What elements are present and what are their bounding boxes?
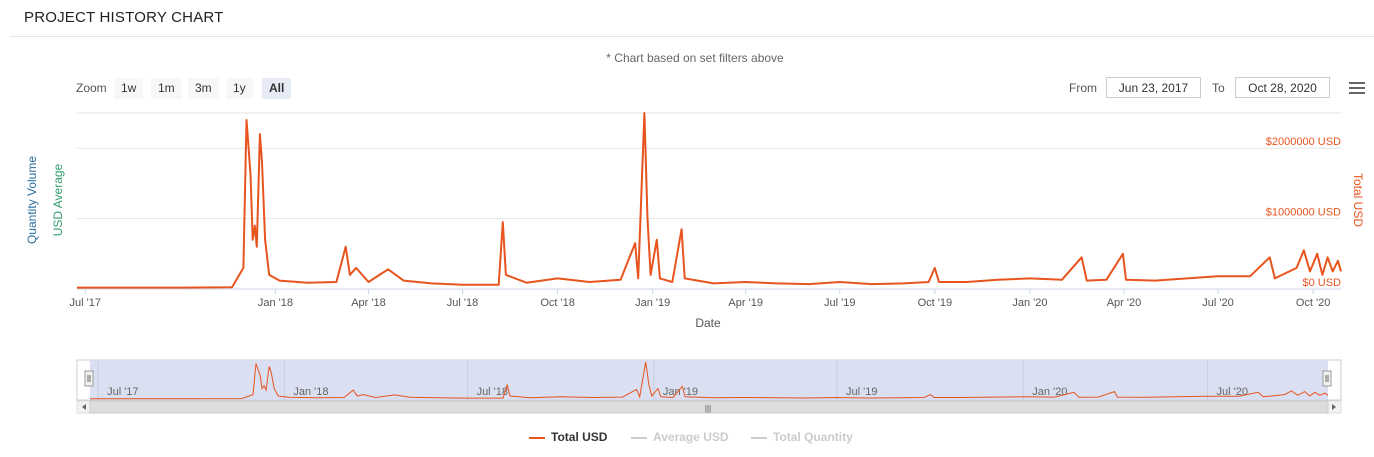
zoom-all-button[interactable]: All [262,78,292,99]
x-tick-label: Oct '18 [540,297,575,309]
x-tick-label: Apr '19 [728,297,763,309]
to-date-input[interactable]: Oct 28, 2020 [1235,77,1330,98]
legend-label: Average USD [653,430,729,444]
scrollbar-thumb[interactable] [89,400,1329,414]
x-tick-label: Oct '19 [918,297,953,309]
y-tick-label: $1000000 USD [1266,207,1341,219]
x-tick-label: Jan '19 [635,297,670,309]
zoom-1m-button[interactable]: 1m [151,78,182,99]
zoom-1w-button[interactable]: 1w [114,78,144,99]
legend-swatch [631,436,647,439]
from-date-input[interactable]: Jun 23, 2017 [1106,77,1201,98]
x-tick-label: Jul '17 [70,297,101,309]
y-tick-label: $2000000 USD [1266,136,1341,148]
navigator-tick-label: Jul '17 [107,386,138,398]
left-axis-title-usd-average: USD Average [51,163,65,236]
x-tick-label: Jan '20 [1012,297,1047,309]
left-axis-title-quantity: Quantity Volume [25,156,39,244]
navigator-tick-label: Jul '20 [1217,386,1248,398]
chart-grid [77,112,1341,290]
navigator-tick-label: Jan '20 [1032,386,1067,398]
scrollbar-grip: ||| [705,404,711,413]
legend-swatch [529,436,545,439]
chart-subtitle: * Chart based on set filters above [606,51,784,65]
page-title: PROJECT HISTORY CHART [24,9,224,26]
legend-item-average-usd[interactable]: Average USD [631,430,729,444]
y-axis-ticks: $0 USD $1000000 USD $2000000 USD [1266,136,1341,289]
scroll-left-arrow-icon[interactable] [82,404,86,410]
legend-label: Total Quantity [773,430,853,444]
legend-label: Total USD [551,430,608,444]
x-tick-label: Apr '18 [351,297,386,309]
navigator-tick-label: Jul '19 [846,386,877,398]
x-tick-label: Jul '20 [1202,297,1233,309]
navigator-selection[interactable] [90,360,1328,400]
zoom-label: Zoom [76,81,107,95]
x-axis-ticks: Jul '17 Jan '18 Apr '18 Jul '18 Oct '18 Jan '… [70,289,1331,309]
legend-item-total-usd[interactable]: Total USD [529,430,607,444]
navigator-series-line [90,361,1329,400]
navigator-right-handle[interactable] [1322,370,1332,387]
navigator-left-handle[interactable] [84,370,94,387]
navigator-tick-label: Jul '18 [477,386,508,398]
legend-swatch [751,436,767,439]
y-tick-label: $0 USD [1302,277,1341,289]
from-label: From [1069,81,1097,95]
series-line-total-usd [77,112,1342,289]
navigator-grid: Jul '17 Jan '18 Jul '18 Jan '19 Jul '19 Jan '… [97,360,1248,400]
legend-item-total-quantity[interactable]: Total Quantity [751,430,853,444]
x-tick-label: Oct '20 [1296,297,1331,309]
x-tick-label: Apr '20 [1107,297,1142,309]
x-axis-title: Date [695,316,721,330]
scroll-right-arrow-icon[interactable] [1332,404,1336,410]
hamburger-menu-icon[interactable] [1349,82,1365,96]
right-axis-title: Total USD [1351,173,1365,227]
chart-header: PROJECT HISTORY CHART [10,0,1374,37]
x-tick-label: Jul '19 [824,297,855,309]
x-tick-label: Jan '18 [258,297,293,309]
zoom-3m-button[interactable]: 3m [188,78,219,99]
navigator-tick-label: Jan '19 [663,386,698,398]
x-tick-label: Jul '18 [447,297,478,309]
navigator-tick-label: Jan '18 [293,386,328,398]
zoom-1y-button[interactable]: 1y [226,78,253,99]
to-label: To [1212,81,1225,95]
